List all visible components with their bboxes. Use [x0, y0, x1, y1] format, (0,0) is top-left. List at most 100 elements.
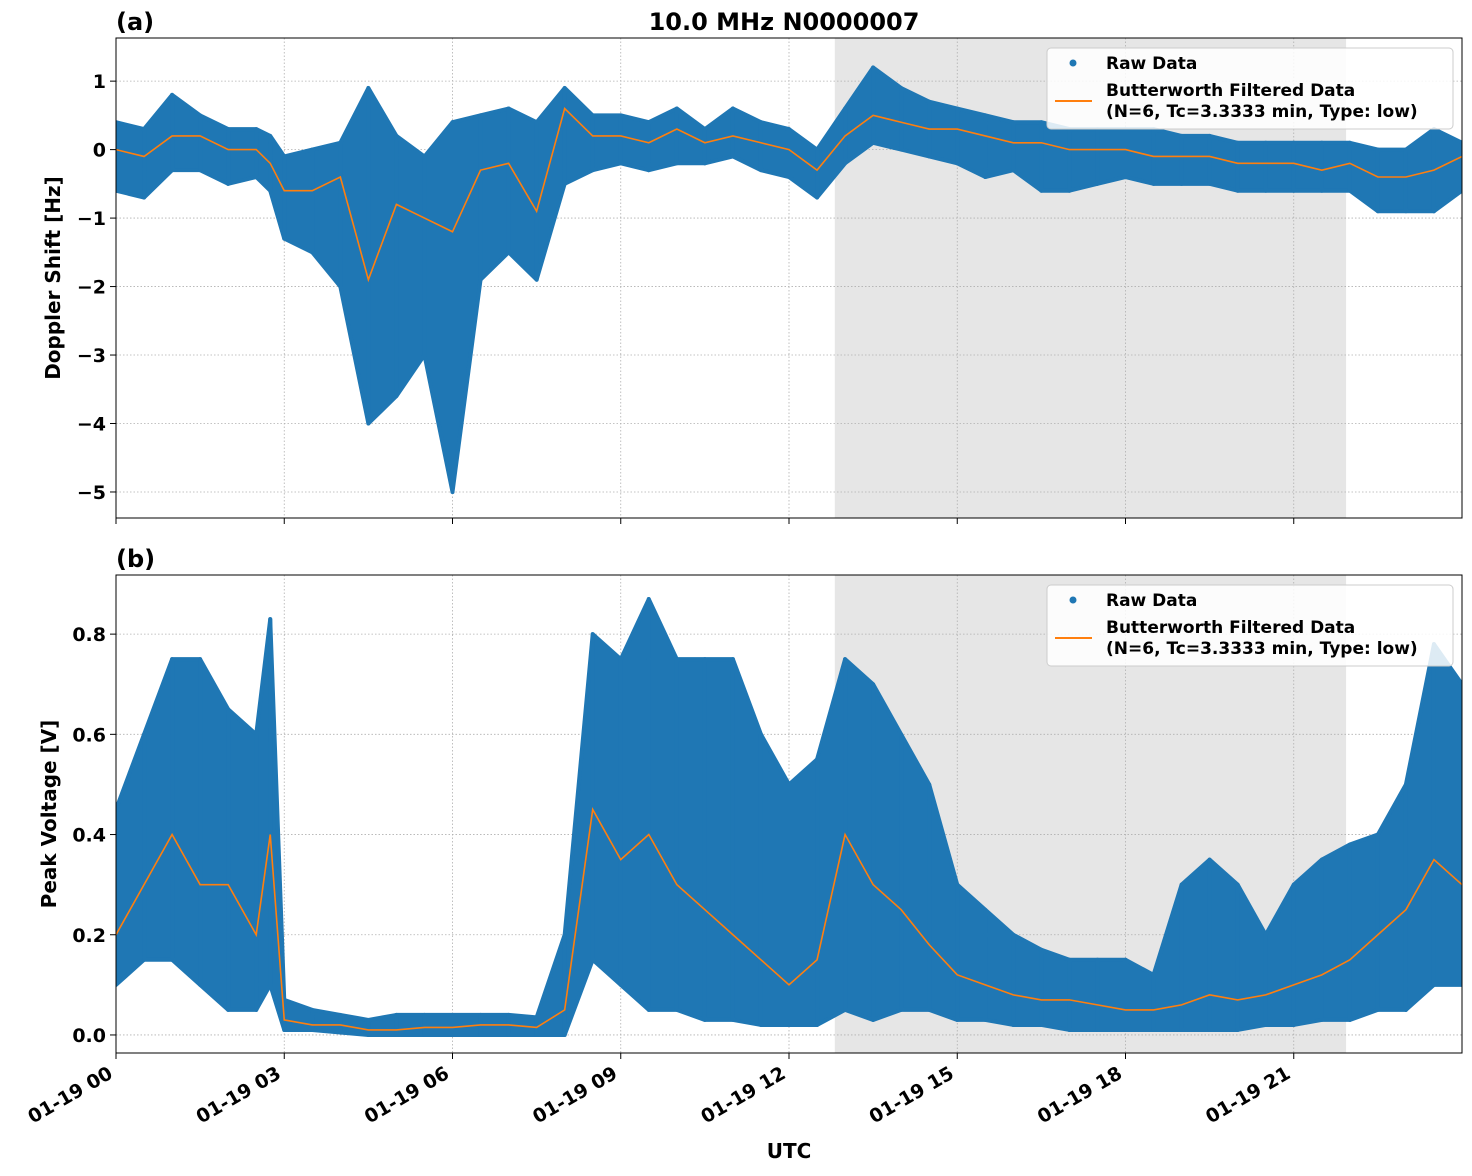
legend-raw-marker [1069, 596, 1077, 604]
raw-data-series [116, 65, 1462, 494]
legend: Raw Data Butterworth Filtered Data(N=6, T… [1046, 584, 1454, 667]
raw-data-band [534, 85, 567, 282]
raw-data-band [1375, 147, 1408, 214]
raw-data-band [871, 682, 904, 1022]
raw-data-band [366, 1012, 399, 1037]
y-tick-label: 0.6 [72, 724, 106, 746]
raw-data-band [226, 127, 259, 186]
raw-data-band [1403, 642, 1436, 1012]
raw-data-band [1235, 140, 1268, 193]
raw-data-band [198, 113, 231, 186]
raw-data-band [478, 106, 511, 282]
raw-data-band [1039, 120, 1072, 193]
x-tick-label: 01-19 00 [24, 1062, 116, 1128]
raw-data-band [116, 732, 147, 987]
raw-data-band [1347, 832, 1380, 1022]
raw-data-band [366, 85, 399, 426]
y-tick-label: 0.8 [72, 624, 106, 646]
raw-data-band [787, 127, 820, 200]
raw-data-band [1123, 957, 1156, 1032]
raw-data-band [1067, 957, 1100, 1032]
x-tick-label: 01-19 18 [1034, 1062, 1126, 1128]
raw-data-band [338, 85, 371, 426]
raw-data-band [646, 597, 679, 1012]
raw-data-band [282, 147, 315, 255]
y-tick-label: −4 [77, 414, 106, 436]
raw-data-band [955, 106, 988, 180]
raw-data-band [394, 1012, 427, 1037]
y-tick-label: 0.0 [72, 1025, 106, 1047]
legend: Raw Data Butterworth Filtered Data(N=6, T… [1046, 47, 1454, 130]
filtered-data-line [116, 107, 1462, 283]
raw-data-band [170, 92, 203, 173]
raw-data-band [1403, 127, 1436, 214]
panel-label: (b) [116, 545, 155, 573]
legend-raw-marker [1069, 59, 1077, 67]
raw-data-band [815, 657, 848, 1027]
raw-data-band [646, 106, 679, 173]
raw-data-band [1095, 957, 1128, 1032]
raw-data-band [983, 113, 1016, 180]
raw-data-band [1375, 782, 1408, 1012]
filtered-data-line [116, 807, 1462, 1031]
legend-filtered-params: (N=6, Tc=3.3333 min, Type: low) [1106, 102, 1418, 122]
raw-data-band [899, 732, 932, 1012]
raw-data-band [730, 657, 763, 1027]
raw-data-band [1095, 127, 1128, 186]
raw-data-band [1039, 947, 1072, 1032]
raw-data-band [1179, 133, 1212, 186]
raw-data-band [758, 120, 791, 180]
raw-data-band [674, 657, 707, 1022]
raw-data-band [1207, 133, 1240, 193]
raw-data-band [1291, 857, 1324, 1027]
y-tick-label: −1 [77, 208, 106, 230]
panel-a: 1 0 −1 −2 −3 −4 −5 (a) Doppler Shift [Hz] Raw Dat… [41, 8, 1463, 524]
legend-filtered-label: Butterworth Filtered Data [1106, 81, 1355, 101]
y-tick-label: 0.2 [72, 925, 106, 947]
panel-b: 01-19 00 01-19 03 01-19 06 01-19 09 01-19 12… [24, 545, 1463, 1128]
legend-box [1046, 47, 1454, 130]
x-tick-label: 01-19 15 [865, 1062, 957, 1128]
raw-data-band [534, 932, 567, 1037]
raw-data-band [899, 85, 932, 159]
raw-data-band [843, 657, 876, 1022]
raw-data-band [1179, 857, 1212, 1032]
raw-data-band [1067, 127, 1100, 193]
raw-data-band [1011, 932, 1044, 1027]
y-tick-label: −3 [77, 345, 106, 367]
figure-title: 10.0 MHz N0000007 [649, 8, 920, 36]
x-axis-label: UTC [767, 1139, 812, 1163]
raw-data-band [394, 133, 427, 399]
raw-data-band [170, 657, 203, 987]
y-axis-label: Doppler Shift [Hz] [41, 176, 65, 380]
raw-data-band [506, 106, 539, 282]
raw-data-band [702, 657, 735, 1022]
raw-data-band [254, 127, 273, 193]
raw-data-band [310, 1007, 343, 1035]
raw-data-band [268, 617, 287, 1032]
raw-data-band [787, 757, 820, 1027]
raw-data-band [198, 657, 231, 1012]
raw-data-band [618, 113, 651, 173]
x-tick-label: 01-19 12 [697, 1062, 789, 1128]
raw-data-band [142, 657, 175, 962]
raw-data-band [702, 106, 735, 166]
x-tick-label: 01-19 09 [529, 1062, 621, 1128]
raw-data-band [590, 113, 623, 173]
legend-filtered-params: (N=6, Tc=3.3333 min, Type: low) [1106, 639, 1418, 659]
raw-data-band [422, 1012, 455, 1037]
raw-data-band [1263, 140, 1296, 193]
raw-data-band [226, 707, 259, 1012]
legend-raw-label: Raw Data [1106, 591, 1197, 611]
raw-data-band [590, 632, 623, 987]
y-tick-label: 0.4 [72, 825, 106, 847]
x-tick-label: 01-19 21 [1202, 1062, 1294, 1128]
raw-data-band [1347, 140, 1380, 214]
raw-data-band [450, 113, 483, 494]
y-tick-label: −2 [77, 277, 106, 299]
raw-data-band [116, 120, 147, 200]
y-tick-label: 0 [93, 140, 106, 162]
raw-data-band [1207, 857, 1240, 1032]
raw-data-band [310, 140, 343, 289]
